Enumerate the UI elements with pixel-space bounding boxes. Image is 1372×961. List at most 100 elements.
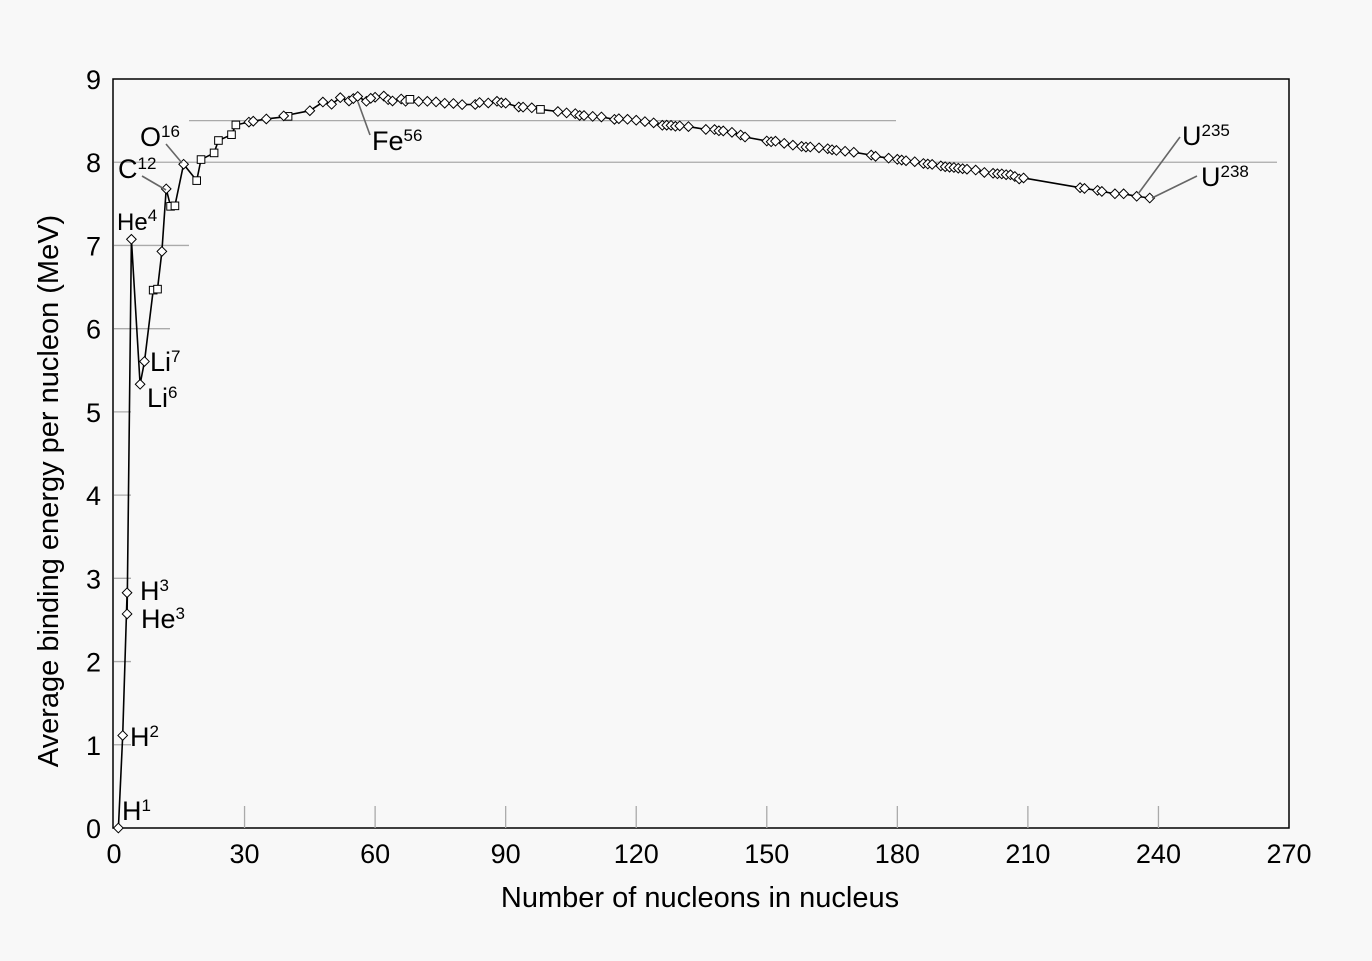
isotope-mass-number: 3: [160, 576, 169, 595]
data-point: [536, 105, 545, 114]
data-point: [227, 130, 236, 139]
isotope-mass-number: 7: [171, 347, 180, 366]
data-point: [848, 146, 860, 158]
data-point: [970, 164, 982, 176]
data-point: [787, 139, 799, 151]
data-point: [648, 117, 660, 129]
data-point: [334, 92, 346, 104]
data-point: [682, 121, 694, 133]
data-point: [160, 183, 172, 195]
y-tick-label: 7: [86, 231, 101, 261]
annotation-leader: [1151, 175, 1198, 199]
data-point: [926, 158, 938, 170]
data-point: [117, 729, 129, 741]
data-point: [125, 233, 137, 245]
data-point: [778, 137, 790, 149]
data-point: [112, 822, 124, 834]
x-tick-label: 270: [1266, 839, 1311, 869]
data-point: [739, 131, 751, 143]
isotope-symbol: Fe: [372, 126, 404, 156]
isotope-symbol: H: [122, 796, 142, 826]
data-point: [500, 97, 512, 109]
data-point: [883, 152, 895, 164]
data-point: [674, 120, 686, 132]
data-point: [630, 114, 642, 126]
data-series: [112, 90, 1156, 834]
data-point: [1096, 185, 1108, 197]
isotope-mass-number: 16: [161, 122, 180, 141]
isotope-mass-number: 4: [148, 206, 157, 225]
data-point: [561, 107, 573, 119]
y-tick-label: 5: [86, 398, 101, 428]
annotation-leader: [357, 101, 371, 136]
isotope-label: He3: [141, 604, 185, 634]
isotope-label: H3: [140, 576, 169, 606]
x-tick-label: 90: [491, 839, 521, 869]
annotation-leader: [141, 175, 167, 191]
data-point: [909, 156, 921, 168]
data-point: [405, 95, 415, 104]
data-point: [278, 110, 290, 122]
data-point: [365, 92, 377, 104]
data-point: [121, 608, 133, 620]
data-point: [260, 113, 272, 125]
data-point: [413, 96, 425, 108]
data-point: [578, 110, 590, 122]
isotope-symbol: U: [1201, 162, 1221, 192]
isotope-label: He4: [117, 206, 157, 236]
data-point: [456, 99, 468, 111]
data-point: [622, 113, 634, 125]
y-tick-label: 2: [86, 648, 101, 678]
data-point: [961, 163, 973, 175]
data-point: [870, 150, 882, 162]
plot-frame: [112, 78, 1290, 829]
reference-lines: [114, 119, 1277, 746]
isotope-symbol: H: [130, 722, 150, 752]
isotope-label: U235: [1182, 121, 1230, 151]
data-point: [317, 96, 329, 108]
data-point: [900, 155, 912, 167]
y-tick-label: 9: [86, 65, 101, 95]
y-tick-label: 0: [86, 814, 101, 844]
data-point: [700, 123, 712, 135]
data-point: [247, 115, 259, 127]
data-point: [1144, 192, 1156, 204]
isotope-label: U238: [1201, 162, 1249, 192]
isotope-symbol: C: [118, 154, 138, 184]
data-point: [231, 120, 241, 130]
data-point: [192, 176, 201, 185]
series-line: [117, 95, 1150, 829]
data-point: [153, 284, 162, 294]
x-tick-label: 210: [1005, 839, 1050, 869]
y-axis-ticks: 0 1 2 3 4 5 6 7 8 9: [86, 65, 101, 844]
x-tick-label: 180: [875, 839, 920, 869]
annotation-leader: [1137, 136, 1181, 195]
data-point: [587, 110, 599, 122]
x-tick-label: 120: [614, 839, 659, 869]
data-point: [134, 378, 146, 390]
data-point: [474, 96, 486, 108]
isotope-label: Fe56: [372, 126, 422, 156]
isotope-mass-number: 12: [138, 154, 157, 173]
y-tick-label: 3: [86, 564, 101, 594]
x-tick-label: 0: [106, 839, 121, 869]
isotope-symbol: He: [117, 209, 148, 236]
y-tick-label: 8: [86, 148, 101, 178]
data-point: [978, 166, 990, 178]
data-point: [170, 201, 180, 211]
y-tick-label: 6: [86, 315, 101, 345]
data-point: [804, 141, 816, 153]
data-point: [178, 158, 190, 170]
isotope-label: Li6: [147, 383, 177, 413]
data-point: [813, 142, 825, 154]
isotope-mass-number: 6: [168, 383, 177, 402]
data-point: [482, 97, 494, 109]
isotope-symbol: Li: [147, 383, 168, 413]
isotope-label: H2: [130, 722, 159, 752]
isotope-label: Li7: [150, 347, 180, 377]
x-tick-label: 150: [744, 839, 789, 869]
data-point: [1118, 188, 1130, 200]
isotope-symbol: Li: [150, 347, 171, 377]
isotope-mass-number: 238: [1221, 162, 1249, 181]
